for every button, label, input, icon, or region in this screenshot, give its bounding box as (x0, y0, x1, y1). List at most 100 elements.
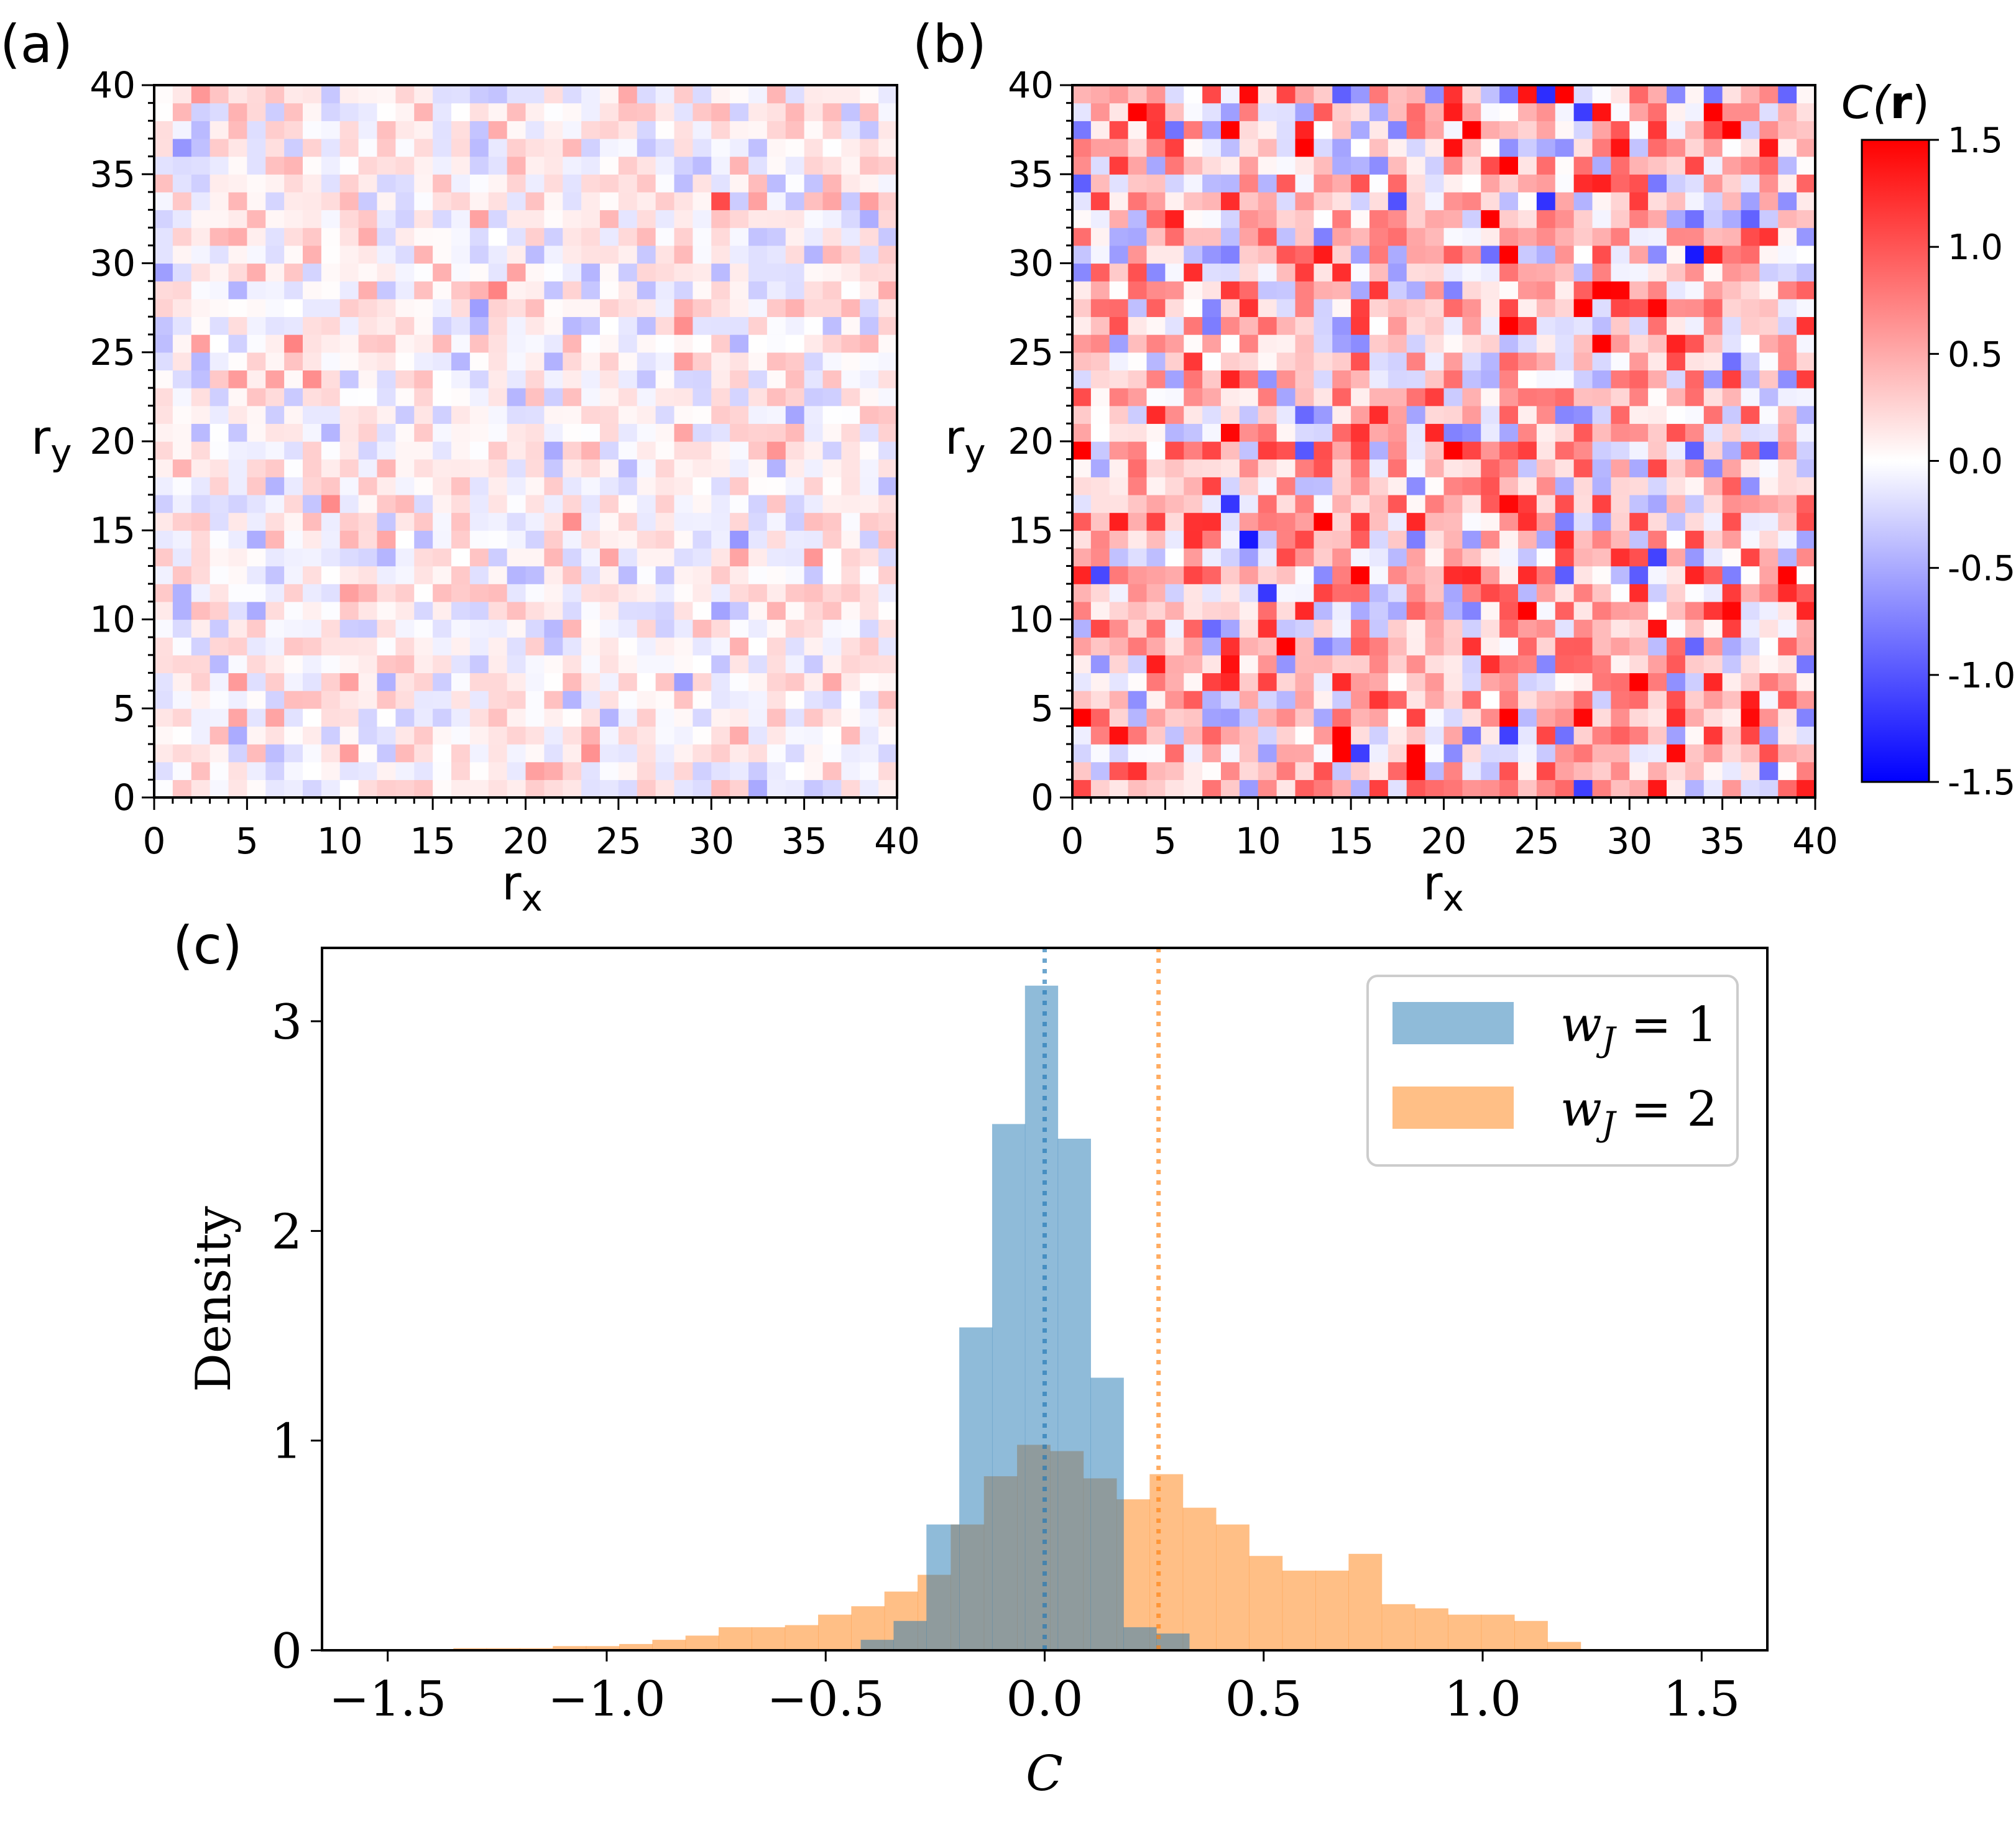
heatmap-cell (507, 655, 527, 674)
heatmap-cell (1221, 209, 1240, 228)
heatmap-cell (1573, 370, 1593, 388)
heatmap-cell (247, 584, 266, 602)
heatmap-cell (860, 281, 879, 300)
heatmap-cell (284, 209, 303, 228)
legend-label-wj2: wJ = 2 (1560, 1082, 1718, 1144)
heatmap-cell (265, 245, 285, 264)
heatmap-cell (451, 298, 471, 318)
heatmap-cell (1741, 281, 1760, 300)
heatmap-cell (730, 655, 749, 674)
heatmap-cell (488, 85, 508, 104)
heatmap-cell (693, 263, 712, 282)
heatmap-cell (860, 405, 879, 424)
heatmap-cell (525, 655, 545, 674)
heatmap-cell (469, 121, 489, 139)
heatmap-cell (1778, 655, 1797, 674)
heatmap-cell (1778, 138, 1797, 157)
heatmap-cell (711, 601, 730, 620)
heatmap-cell (1703, 459, 1723, 477)
heatmap-cell (507, 530, 527, 549)
heatmap-cell (1741, 655, 1760, 674)
heatmap-cell (730, 691, 749, 709)
heatmap-cell (693, 138, 712, 157)
heatmap-cell (1722, 441, 1742, 460)
heatmap-cell (1611, 156, 1630, 175)
x-tick-label: −1.0 (548, 1671, 665, 1727)
heatmap-cell (451, 388, 471, 407)
heatmap-cell (1481, 566, 1500, 584)
heatmap-cell (730, 779, 749, 798)
heatmap-cell (822, 601, 842, 620)
heatmap-cell (785, 316, 805, 335)
heatmap-cell (1109, 691, 1129, 709)
heatmap-cell (228, 655, 247, 674)
heatmap-cell (433, 708, 452, 727)
heatmap-cell (1536, 370, 1556, 388)
heatmap-cell (1406, 174, 1426, 193)
heatmap-cell (1314, 227, 1333, 246)
heatmap-cell (377, 548, 396, 567)
heatmap-cell (600, 227, 619, 246)
heatmap-cell (1406, 548, 1426, 567)
heatmap-cell (860, 138, 879, 157)
heatmap-cell (303, 619, 322, 638)
heatmap-cell (822, 388, 842, 407)
heatmap-cell (414, 548, 433, 567)
heatmap-cell (507, 405, 527, 424)
heatmap-cell (1481, 85, 1500, 104)
heatmap-cell (804, 334, 824, 353)
heatmap-cell (1703, 388, 1723, 407)
heatmap-cell (1128, 512, 1148, 531)
heatmap-cell (284, 370, 303, 388)
heatmap-cell (284, 619, 303, 638)
heatmap-cell (1443, 316, 1463, 335)
heatmap-cell (228, 334, 247, 353)
heatmap-cell (358, 138, 378, 157)
heatmap-cell (451, 138, 471, 157)
heatmap-cell (339, 370, 359, 388)
heatmap-cell (395, 655, 415, 674)
heatmap-cell (1425, 655, 1445, 674)
heatmap-cell (321, 512, 341, 531)
heatmap-cell (172, 601, 192, 620)
heatmap-cell (1425, 174, 1445, 193)
heatmap-cell (1072, 530, 1092, 549)
heatmap-cell (804, 388, 824, 407)
heatmap-cell (1406, 352, 1426, 370)
heatmap-cell (1109, 459, 1129, 477)
heatmap-cell (544, 494, 563, 513)
heatmap-cell (1611, 584, 1630, 602)
heatmap-cell (284, 316, 303, 335)
heatmap-cell (711, 85, 730, 104)
heatmap-cell (469, 726, 489, 745)
heatmap-cell (1146, 441, 1166, 460)
heatmap-cell (1128, 601, 1148, 620)
heatmap-cell (563, 298, 582, 318)
heatmap-cell (1648, 174, 1667, 193)
heatmap-cell (878, 191, 898, 211)
heatmap-cell (1778, 761, 1797, 780)
heatmap-cell (1573, 352, 1593, 370)
heatmap-cell (154, 761, 173, 780)
heatmap-cell (804, 619, 824, 638)
heatmap-cell (1703, 494, 1723, 513)
heatmap-cell (1314, 726, 1333, 745)
heatmap-cell (1202, 103, 1222, 121)
heatmap-cell (469, 477, 489, 495)
heatmap-cell (730, 156, 749, 175)
heatmap-cell (1239, 103, 1259, 121)
y-tick-label: 0 (1031, 776, 1054, 819)
heatmap-cell (358, 744, 378, 763)
heatmap-cell (209, 209, 229, 228)
heatmap-cell (1314, 245, 1333, 264)
heatmap-cell (1332, 174, 1351, 193)
heatmap-cell (321, 85, 341, 104)
colorbar-tick-label: 0.5 (1948, 334, 2003, 375)
heatmap-cell (1443, 245, 1463, 264)
heatmap-cell (525, 156, 545, 175)
heatmap-cell (1314, 405, 1333, 424)
heatmap-cell (1741, 548, 1760, 567)
heatmap-cell (1703, 209, 1723, 228)
heatmap-cell (674, 370, 693, 388)
heatmap-cell (358, 174, 378, 193)
